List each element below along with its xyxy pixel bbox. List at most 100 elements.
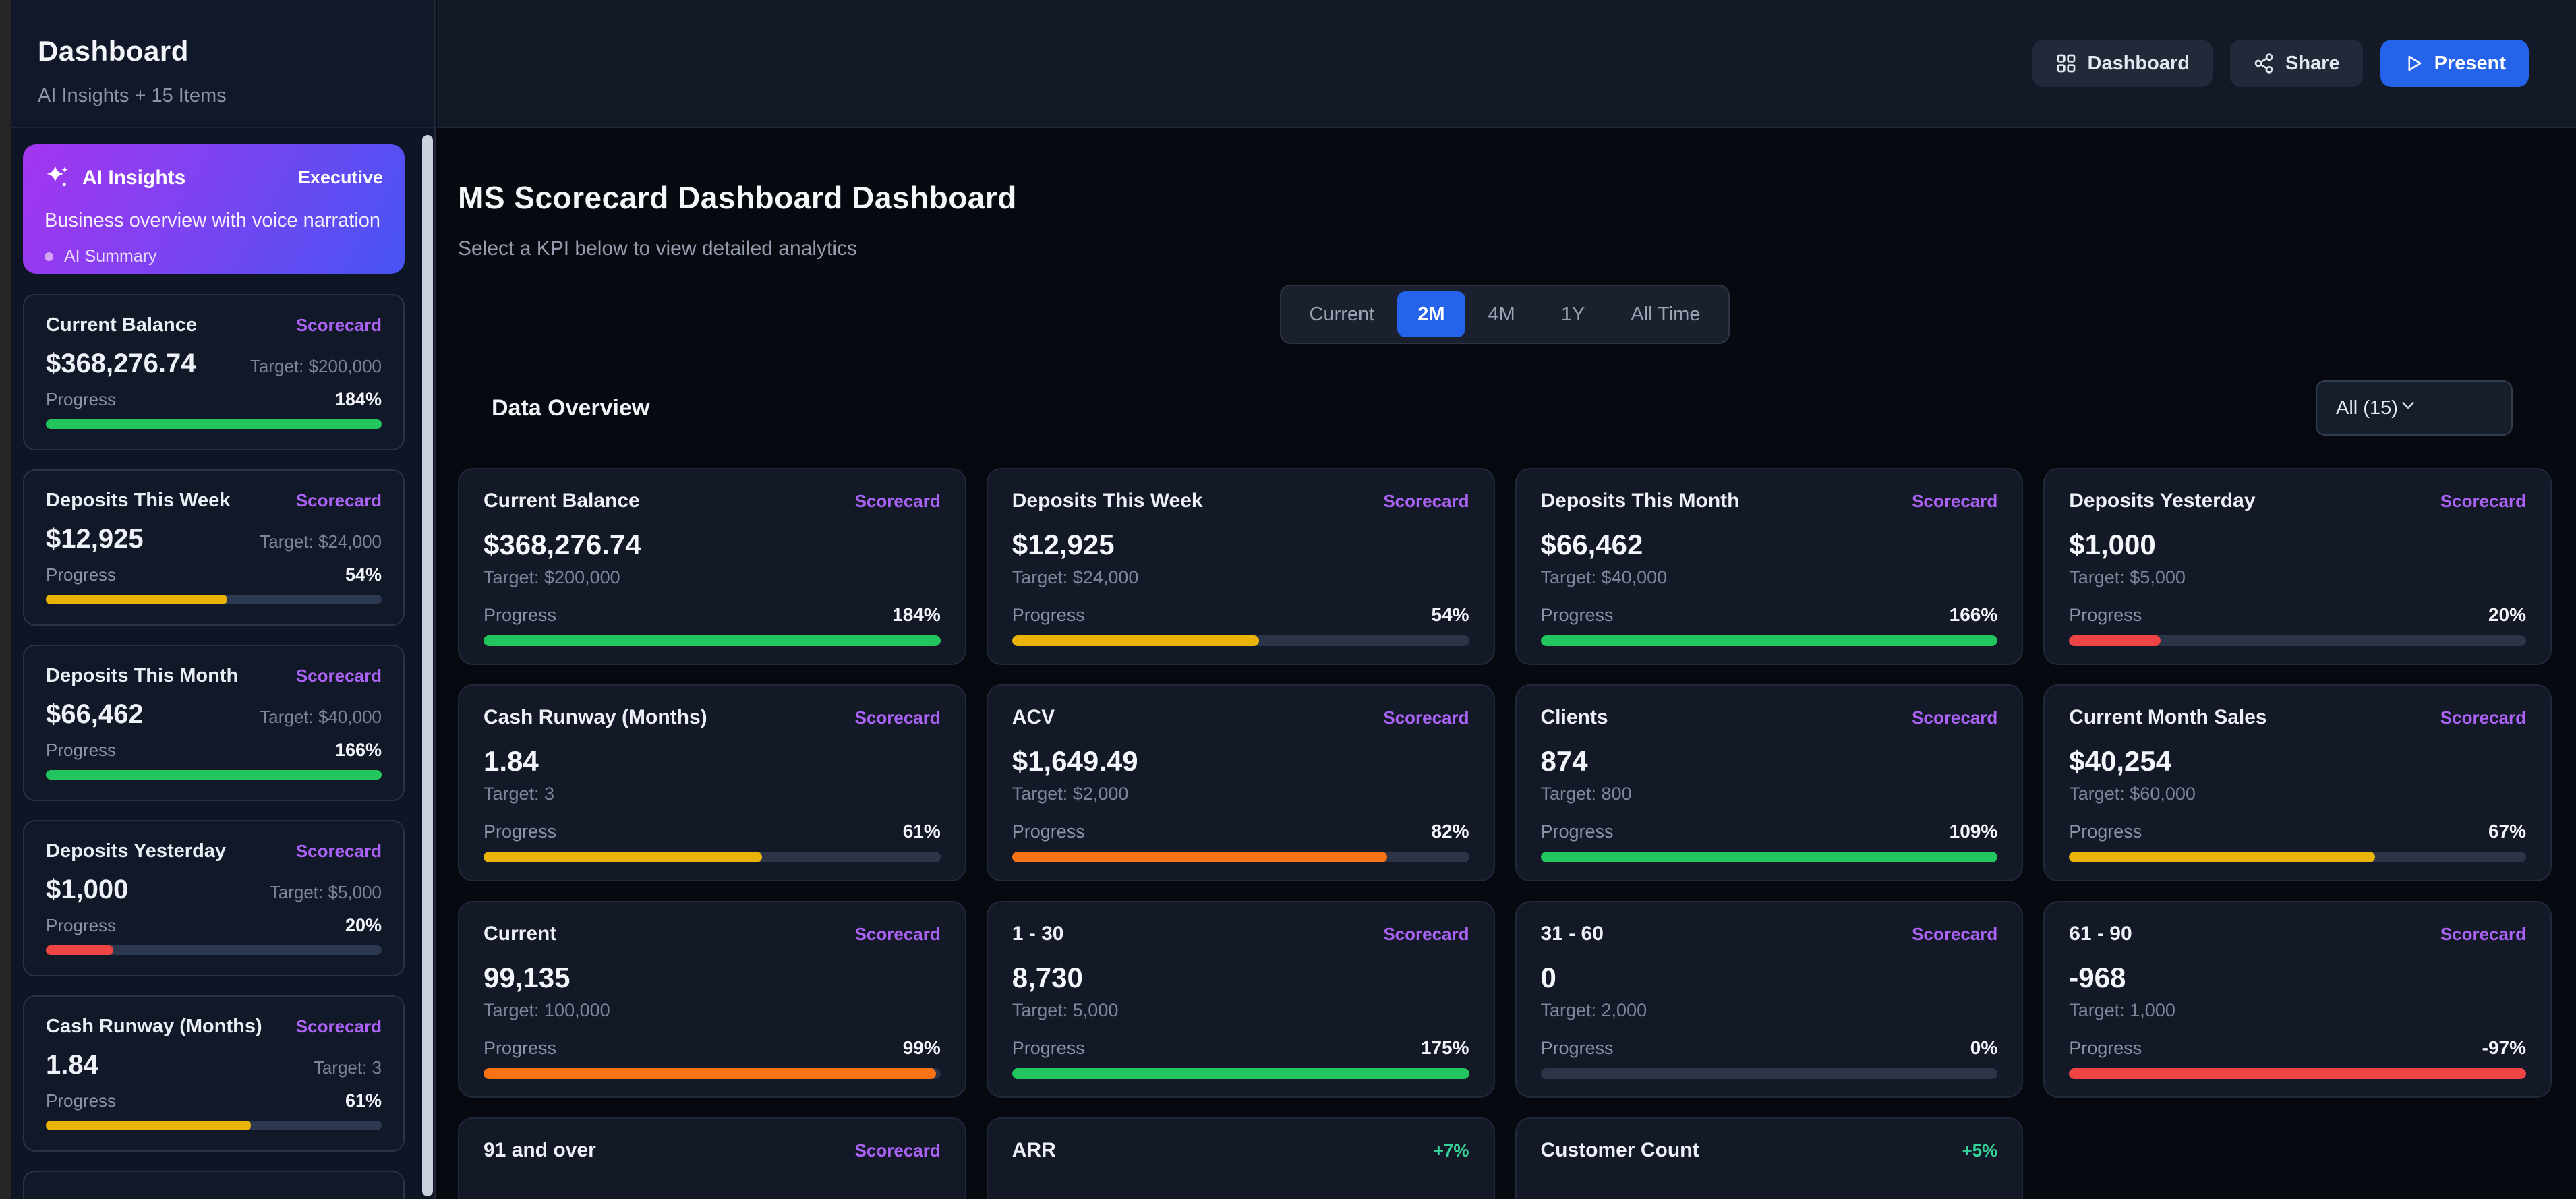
sidebar-kpi-card[interactable]: Cash Runway (Months) Scorecard 1.84 Targ…: [23, 995, 405, 1152]
kpi-target: Target: $40,000: [260, 707, 382, 728]
progress-percent: 175%: [1420, 1036, 1469, 1058]
section-title: Data Overview: [492, 394, 650, 421]
progress-label: Progress: [2069, 821, 2142, 842]
kpi-title: 61 - 90: [2069, 923, 2132, 945]
time-range-tabs: Current 2M 4M 1Y All Time: [1279, 285, 1730, 344]
tab-current[interactable]: Current: [1309, 303, 1375, 325]
kpi-card[interactable]: Current Scorecard 99,135 Target: 100,000…: [458, 901, 966, 1098]
ai-card-title: AI Insights: [82, 166, 186, 189]
share-button[interactable]: Share: [2230, 40, 2363, 87]
progress-percent: 109%: [1949, 820, 1998, 842]
tab-4m[interactable]: 4M: [1488, 303, 1515, 325]
tab-2m[interactable]: 2M: [1397, 291, 1465, 337]
progress-bar-fill: [1540, 635, 1998, 646]
kpi-card[interactable]: 91 and over Scorecard: [458, 1117, 966, 1199]
kpi-title: Deposits This Week: [46, 490, 231, 511]
progress-percent: 54%: [345, 564, 382, 585]
kpi-card[interactable]: 61 - 90 Scorecard -968 Target: 1,000 Pro…: [2043, 901, 2552, 1098]
scorecard-badge: Scorecard: [2440, 707, 2526, 728]
tab-all-time[interactable]: All Time: [1631, 303, 1701, 325]
progress-percent: 166%: [334, 740, 382, 761]
kpi-value: 1.84: [484, 744, 539, 777]
tab-1y[interactable]: 1Y: [1560, 303, 1585, 325]
scorecard-badge: Scorecard: [295, 666, 382, 686]
page-title: MS Scorecard Dashboard Dashboard: [458, 180, 1017, 215]
sidebar-scrollbar[interactable]: [422, 135, 433, 1196]
progress-percent: 166%: [1949, 604, 1998, 625]
kpi-card[interactable]: Current Month Sales Scorecard $40,254 Ta…: [2043, 684, 2552, 881]
sidebar-kpi-card[interactable]: Deposits This Week Scorecard $12,925 Tar…: [23, 469, 405, 626]
kpi-card[interactable]: Customer Count +5%: [1515, 1117, 2024, 1199]
dashboard-button-label: Dashboard: [2087, 52, 2190, 74]
scorecard-badge: Scorecard: [854, 707, 941, 728]
kpi-card[interactable]: Deposits This Week Scorecard $12,925 Tar…: [986, 468, 1495, 665]
progress-label: Progress: [1012, 604, 1085, 625]
progress-percent: 61%: [345, 1090, 382, 1111]
progress-bar: [1012, 1068, 1469, 1079]
progress-bar: [1540, 851, 1998, 862]
kpi-target: Target: $2,000: [1012, 783, 1129, 804]
ai-insights-card[interactable]: AI Insights Executive Business overview …: [23, 144, 405, 274]
kpi-value: 1.84: [46, 1050, 98, 1080]
kpi-card[interactable]: Cash Runway (Months) Scorecard 1.84 Targ…: [458, 684, 966, 881]
kpi-target: Target: $200,000: [484, 566, 620, 587]
progress-bar-fill: [46, 945, 113, 956]
kpi-value: 0: [1540, 961, 1556, 993]
kpi-title: Customer Count: [1540, 1139, 1699, 1161]
progress-bar-fill: [46, 595, 227, 605]
scorecard-badge: Scorecard: [854, 924, 941, 944]
progress-bar: [484, 635, 941, 646]
kpi-card[interactable]: Clients Scorecard 874 Target: 800 Progre…: [1515, 684, 2024, 881]
kpi-title: Deposits Yesterday: [46, 840, 227, 862]
sidebar-kpi-card[interactable]: Current Balance Scorecard $368,276.74 Ta…: [23, 294, 405, 450]
kpi-value: $40,254: [2069, 744, 2172, 777]
progress-percent: 20%: [345, 915, 382, 936]
kpi-title: 1 - 30: [1012, 923, 1064, 945]
sidebar-kpi-card[interactable]: Deposits This Month Scorecard $66,462 Ta…: [23, 645, 405, 801]
kpi-title: Current Month Sales: [2069, 706, 2267, 728]
sparkles-icon: [45, 163, 70, 192]
filter-dropdown-value: All (15): [2336, 397, 2398, 419]
progress-label: Progress: [1540, 821, 1614, 842]
play-icon: [2403, 53, 2424, 74]
kpi-target: Target: $24,000: [1012, 566, 1139, 587]
kpi-value: 8,730: [1012, 961, 1083, 993]
kpi-target: Target: 5,000: [1012, 999, 1119, 1020]
progress-bar-fill: [2069, 635, 2161, 646]
kpi-title: Clients: [1540, 706, 1608, 728]
kpi-target: Target: $40,000: [1540, 566, 1668, 587]
kpi-card[interactable]: 1 - 30 Scorecard 8,730 Target: 5,000 Pro…: [986, 901, 1495, 1098]
progress-bar-fill: [1540, 851, 1998, 862]
kpi-card[interactable]: Current Balance Scorecard $368,276.74 Ta…: [458, 468, 966, 665]
kpi-card[interactable]: Deposits Yesterday Scorecard $1,000 Targ…: [2043, 468, 2552, 665]
progress-percent: 54%: [1431, 604, 1469, 625]
kpi-card[interactable]: ACV Scorecard $1,649.49 Target: $2,000 P…: [986, 684, 1495, 881]
kpi-card[interactable]: ARR +7%: [986, 1117, 1495, 1199]
present-button-label: Present: [2434, 52, 2506, 74]
kpi-card[interactable]: 31 - 60 Scorecard 0 Target: 2,000 Progre…: [1515, 901, 2024, 1098]
share-icon: [2253, 53, 2275, 74]
progress-bar-fill: [484, 1068, 936, 1079]
progress-label: Progress: [46, 389, 117, 410]
sidebar-kpi-card[interactable]: Deposits Yesterday Scorecard $1,000 Targ…: [23, 820, 405, 976]
present-button[interactable]: Present: [2380, 40, 2529, 87]
sidebar-title: Dashboard: [38, 35, 189, 67]
sidebar-kpi-card[interactable]: ACV Scorecard: [23, 1171, 405, 1199]
sidebar-item-list: AI Insights Executive Business overview …: [11, 129, 434, 1199]
progress-label: Progress: [46, 564, 117, 585]
progress-label: Progress: [484, 1037, 557, 1058]
scorecard-badge: Scorecard: [295, 315, 382, 335]
kpi-value: $368,276.74: [484, 528, 641, 560]
progress-bar: [1540, 1068, 1998, 1079]
dashboard-button[interactable]: Dashboard: [2032, 40, 2213, 87]
progress-bar-fill: [2069, 851, 2376, 862]
kpi-target: Target: 3: [313, 1057, 382, 1078]
kpi-target: Target: $200,000: [250, 356, 382, 377]
kpi-card[interactable]: Deposits This Month Scorecard $66,462 Ta…: [1515, 468, 2024, 665]
kpi-target: Target: 100,000: [484, 999, 610, 1020]
filter-dropdown[interactable]: All (15): [2316, 380, 2513, 436]
scorecard-badge: Scorecard: [1383, 491, 1469, 511]
sidebar-subtitle: AI Insights + 15 Items: [38, 85, 227, 107]
progress-bar-fill: [46, 770, 382, 780]
kpi-title: Cash Runway (Months): [484, 706, 707, 728]
